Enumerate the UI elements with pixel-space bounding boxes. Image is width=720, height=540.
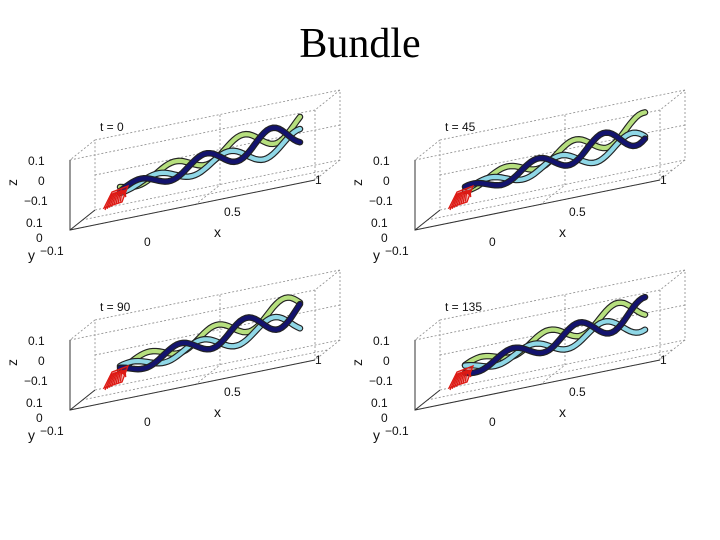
z-tick-label: 0.1 — [28, 334, 45, 348]
axis-box — [69, 89, 341, 231]
x-tick-label: 1 — [315, 353, 322, 367]
filament — [117, 295, 303, 372]
plot-panel: 0.1 0 −0.1 z 0.1 0 −0.1 y 0 0.5 1 x t = 90 — [0, 262, 360, 462]
x-tick-label: 0 — [489, 235, 496, 249]
x-tick-label: 0.5 — [224, 385, 241, 399]
y-tick-label: 0 — [381, 231, 388, 245]
axis-box — [69, 269, 341, 411]
y-axis-label: y — [373, 427, 380, 443]
x-axis-label: x — [559, 404, 566, 420]
z-axis-label: z — [4, 179, 20, 186]
x-tick-label: 0.5 — [569, 385, 586, 399]
z-axis-label: z — [4, 359, 20, 366]
y-tick-label: 0 — [36, 231, 43, 245]
motor-fan — [102, 184, 130, 211]
y-tick-label: −0.1 — [385, 244, 409, 258]
y-tick-label: 0 — [381, 411, 388, 425]
filament — [117, 125, 303, 194]
z-tick-label: 0 — [38, 174, 45, 188]
z-tick-label: −0.1 — [369, 194, 393, 208]
filament — [117, 302, 303, 372]
x-tick-label: 0 — [144, 235, 151, 249]
y-tick-label: 0.1 — [371, 216, 388, 230]
motor-fan — [102, 364, 130, 391]
z-tick-label: 0.1 — [28, 154, 45, 168]
axes — [69, 340, 316, 411]
axes — [414, 340, 661, 411]
y-tick-label: 0.1 — [26, 396, 43, 410]
z-tick-label: 0 — [383, 174, 390, 188]
filament — [462, 300, 648, 368]
x-tick-label: 1 — [315, 173, 322, 187]
slide-title: Bundle — [299, 21, 421, 67]
z-axis-label: z — [349, 359, 365, 366]
z-tick-label: 0 — [383, 354, 390, 368]
y-tick-label: −0.1 — [385, 424, 409, 438]
z-tick-label: 0.1 — [373, 154, 390, 168]
y-tick-label: 0.1 — [26, 216, 43, 230]
y-axis-label: y — [28, 427, 35, 443]
x-tick-label: 0.5 — [224, 205, 241, 219]
z-tick-label: −0.1 — [24, 194, 48, 208]
x-tick-label: 1 — [660, 173, 667, 187]
y-tick-label: 0.1 — [371, 396, 388, 410]
time-label: t = 135 — [445, 300, 482, 314]
plot-panel: 0.1 0 −0.1 z 0.1 0 −0.1 y 0 0.5 1 x t = 135 — [345, 262, 705, 462]
z-axis-label: z — [349, 179, 365, 186]
x-tick-label: 1 — [660, 353, 667, 367]
z-tick-label: −0.1 — [369, 374, 393, 388]
plot-panel: 0.1 0 −0.1 z 0.1 0 −0.1 y 0 0.5 1 x t = 45 — [345, 82, 705, 282]
motor-fan — [447, 184, 475, 211]
x-tick-label: 0.5 — [569, 205, 586, 219]
y-tick-label: −0.1 — [40, 244, 64, 258]
x-tick-label: 0 — [144, 415, 151, 429]
filament-bundle — [461, 293, 649, 377]
filament — [462, 130, 648, 193]
axes — [414, 160, 661, 231]
filament-bundle — [116, 113, 304, 197]
time-label: t = 0 — [100, 120, 124, 134]
y-tick-label: −0.1 — [40, 424, 64, 438]
axes — [69, 160, 316, 231]
x-axis-label: x — [214, 404, 221, 420]
y-tick-label: 0 — [36, 411, 43, 425]
x-axis-label: x — [559, 224, 566, 240]
x-tick-label: 0 — [489, 415, 496, 429]
time-label: t = 45 — [445, 120, 476, 134]
motor-fan — [447, 364, 475, 391]
z-tick-label: 0 — [38, 354, 45, 368]
axis-box — [414, 269, 686, 411]
plot-panel: 0.1 0 −0.1 z 0.1 0 −0.1 y 0 0.5 1 x t = 0 — [0, 82, 360, 282]
filament-bundle — [461, 109, 649, 195]
filament — [462, 130, 648, 189]
z-tick-label: −0.1 — [24, 374, 48, 388]
y-axis-label: y — [28, 247, 35, 263]
z-tick-label: 0.1 — [373, 334, 390, 348]
time-label: t = 90 — [100, 300, 131, 314]
filament — [462, 295, 648, 376]
filament-bundle — [116, 294, 304, 374]
x-axis-label: x — [214, 224, 221, 240]
y-axis-label: y — [373, 247, 380, 263]
